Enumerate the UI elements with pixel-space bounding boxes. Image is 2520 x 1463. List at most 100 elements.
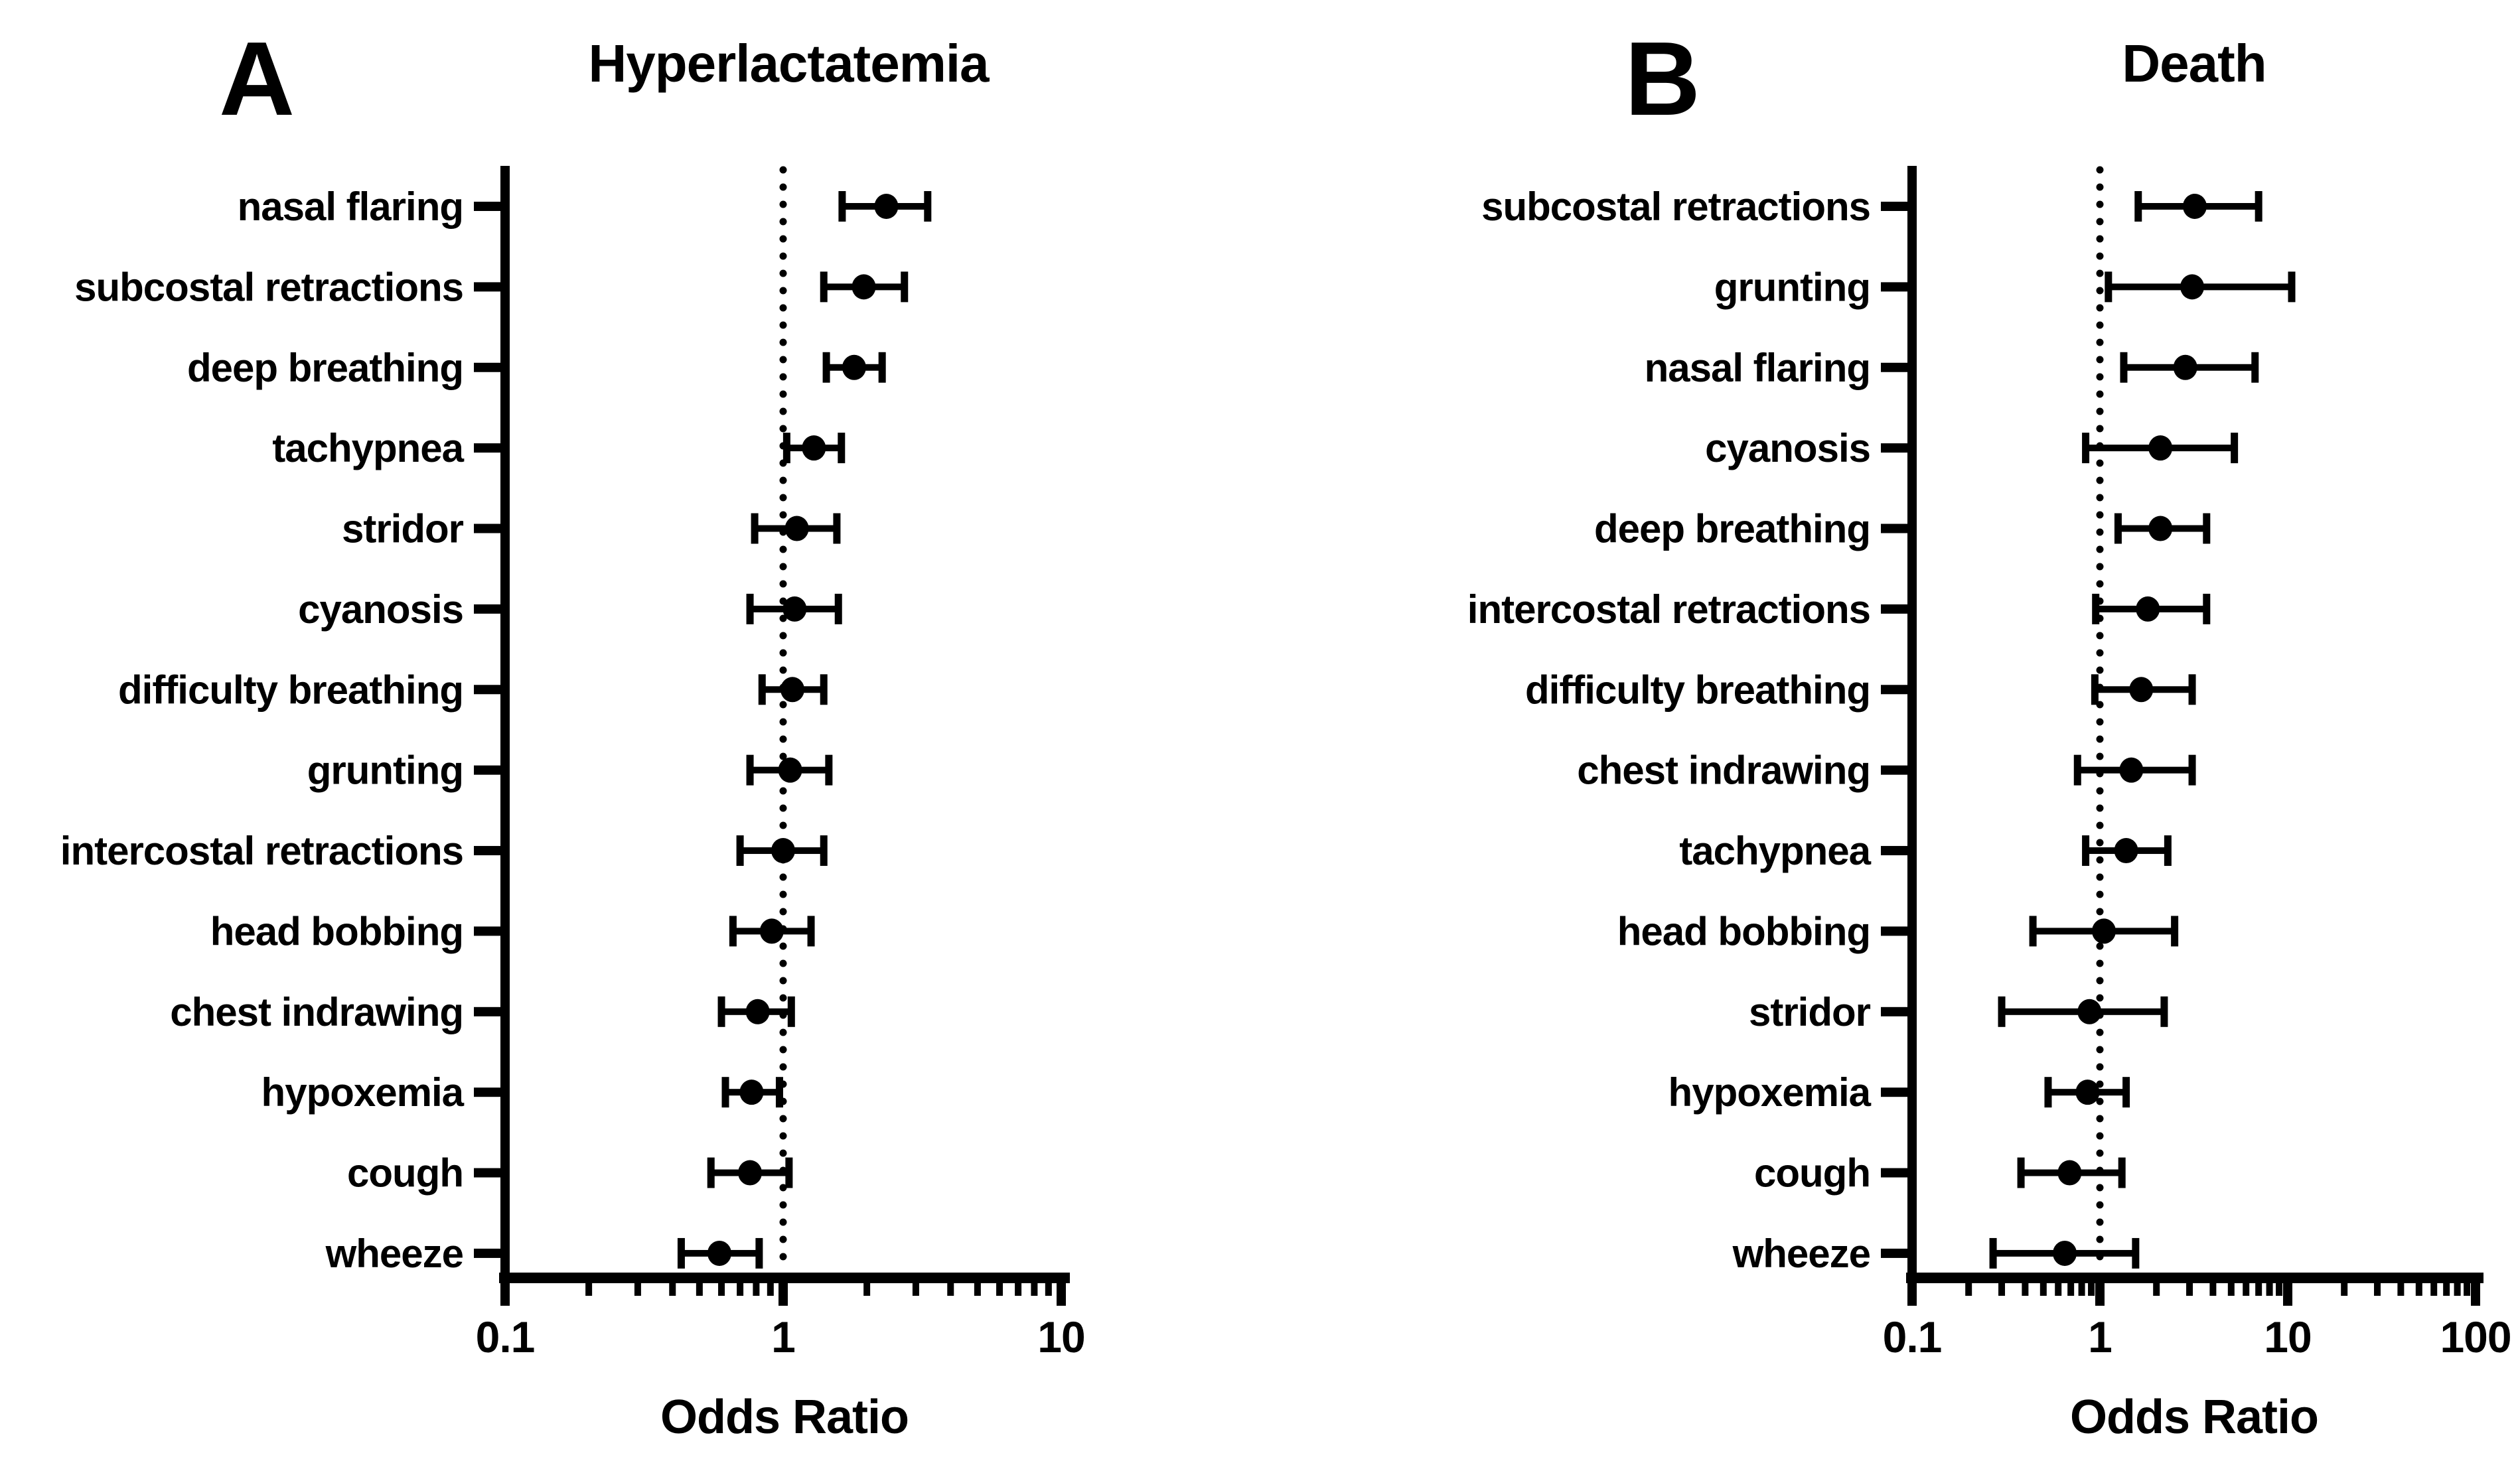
x-minor-tick	[2464, 1273, 2471, 1296]
ci-cap-low	[1998, 996, 2006, 1027]
reference-line-dot	[2096, 959, 2104, 967]
category-label: cough	[1754, 1151, 1870, 1196]
panel-a-title: Hyperlactatemia	[588, 34, 989, 93]
forest-row: grunting	[307, 748, 833, 793]
x-minor-tick	[2255, 1273, 2262, 1296]
reference-line-dot	[2096, 269, 2104, 277]
ci-cap-high	[825, 754, 833, 786]
x-minor-tick	[2088, 1273, 2095, 1296]
reference-line-dot	[779, 356, 787, 364]
reference-line	[2096, 166, 2104, 1261]
reference-line-dot	[779, 649, 787, 657]
forest-row: wheeze	[1732, 1231, 2140, 1276]
category-tick	[474, 523, 505, 533]
category-label: grunting	[307, 748, 463, 793]
reference-line-dot	[779, 373, 787, 381]
reference-line-dot	[2096, 1235, 2104, 1243]
y-axis-spine	[500, 166, 510, 1283]
x-major-tick	[2095, 1273, 2105, 1306]
category-label: chest indrawing	[170, 990, 463, 1034]
reference-line-dot	[779, 873, 787, 881]
forest-row: cyanosis	[1705, 426, 2239, 470]
reference-line-dot	[779, 718, 787, 726]
forest-row: head bobbing	[1617, 909, 2179, 953]
x-minor-tick	[634, 1273, 641, 1296]
category-tick	[1881, 1007, 1912, 1016]
reference-line-dot	[2096, 494, 2104, 502]
category-label: chest indrawing	[1577, 748, 1870, 793]
x-major-tick	[2471, 1273, 2480, 1306]
ci-cap-high	[820, 835, 828, 867]
x-minor-tick	[2186, 1273, 2193, 1296]
category-tick	[1881, 443, 1912, 453]
or-marker	[2057, 1160, 2082, 1186]
reference-line-dot	[779, 321, 787, 329]
x-minor-tick	[669, 1273, 676, 1296]
reference-line-dot	[2096, 476, 2104, 484]
x-major-tick	[778, 1273, 788, 1306]
x-tick-label: 0.1	[476, 1312, 535, 1361]
category-tick	[1881, 202, 1912, 211]
reference-line-dot	[2096, 563, 2104, 571]
forest-row: subcostal retractions	[74, 265, 909, 309]
category-label: cough	[347, 1151, 463, 1196]
reference-line-dot	[779, 235, 787, 243]
reference-line-dot	[779, 977, 787, 985]
category-label: difficulty breathing	[1525, 667, 1870, 712]
or-marker	[707, 1240, 731, 1266]
category-label: subcostal retractions	[1481, 184, 1870, 229]
category-label: intercostal retractions	[60, 829, 463, 873]
reference-line-dot	[2096, 787, 2104, 795]
category-label: intercostal retractions	[1467, 587, 1870, 632]
ci-cap-high	[878, 352, 886, 383]
or-marker	[2075, 1080, 2100, 1105]
ci-cap-high	[820, 674, 828, 705]
x-major-tick	[1057, 1273, 1066, 1306]
ci-cap-high	[901, 271, 909, 303]
ci-cap-high	[775, 1077, 783, 1108]
reference-line-dot	[2096, 407, 2104, 415]
reference-line-dot	[2096, 218, 2104, 226]
ci-cap-low	[2082, 433, 2090, 464]
ci-cap-low	[2082, 835, 2090, 867]
ci-cap-low	[1989, 1237, 1997, 1269]
reference-line-dot	[779, 494, 787, 502]
category-tick	[474, 443, 505, 453]
ci-cap-low	[677, 1237, 685, 1269]
ci-cap-low	[2114, 513, 2122, 544]
category-tick	[1881, 926, 1912, 936]
ci-cap-high	[924, 191, 932, 222]
y-axis-spine	[1907, 166, 1917, 1283]
x-minor-tick	[753, 1273, 760, 1296]
x-minor-tick	[2055, 1273, 2062, 1296]
reference-line-dot	[2096, 528, 2104, 536]
reference-line-dot	[2096, 1063, 2104, 1071]
reference-line-dot	[2096, 1201, 2104, 1209]
reference-line-dot	[2096, 666, 2104, 674]
reference-line-dot	[779, 1132, 787, 1140]
ci-cap-high	[2255, 191, 2262, 222]
category-tick	[474, 1087, 505, 1097]
forest-row: deep breathing	[1594, 507, 2211, 551]
reference-line-dot	[2096, 545, 2104, 553]
or-marker	[852, 274, 876, 300]
ci-cap-high	[2164, 835, 2172, 867]
forest-row: grunting	[1714, 265, 2296, 309]
x-minor-tick	[863, 1273, 871, 1296]
reference-line-dot	[779, 545, 787, 553]
forest-row: cough	[1754, 1151, 2126, 1196]
category-label: wheeze	[325, 1231, 463, 1276]
category-tick	[1881, 765, 1912, 775]
reference-line-dot	[2096, 338, 2104, 346]
ci-cap-low	[2091, 674, 2099, 705]
x-minor-tick	[2374, 1273, 2381, 1296]
category-tick	[474, 685, 505, 695]
x-minor-tick	[1015, 1273, 1022, 1296]
category-tick	[1881, 282, 1912, 292]
forest-row: nasal flaring	[238, 184, 932, 229]
ci-cap-high	[2203, 513, 2211, 544]
reference-line-dot	[779, 632, 787, 640]
category-tick	[474, 765, 505, 775]
or-marker	[2182, 194, 2207, 219]
